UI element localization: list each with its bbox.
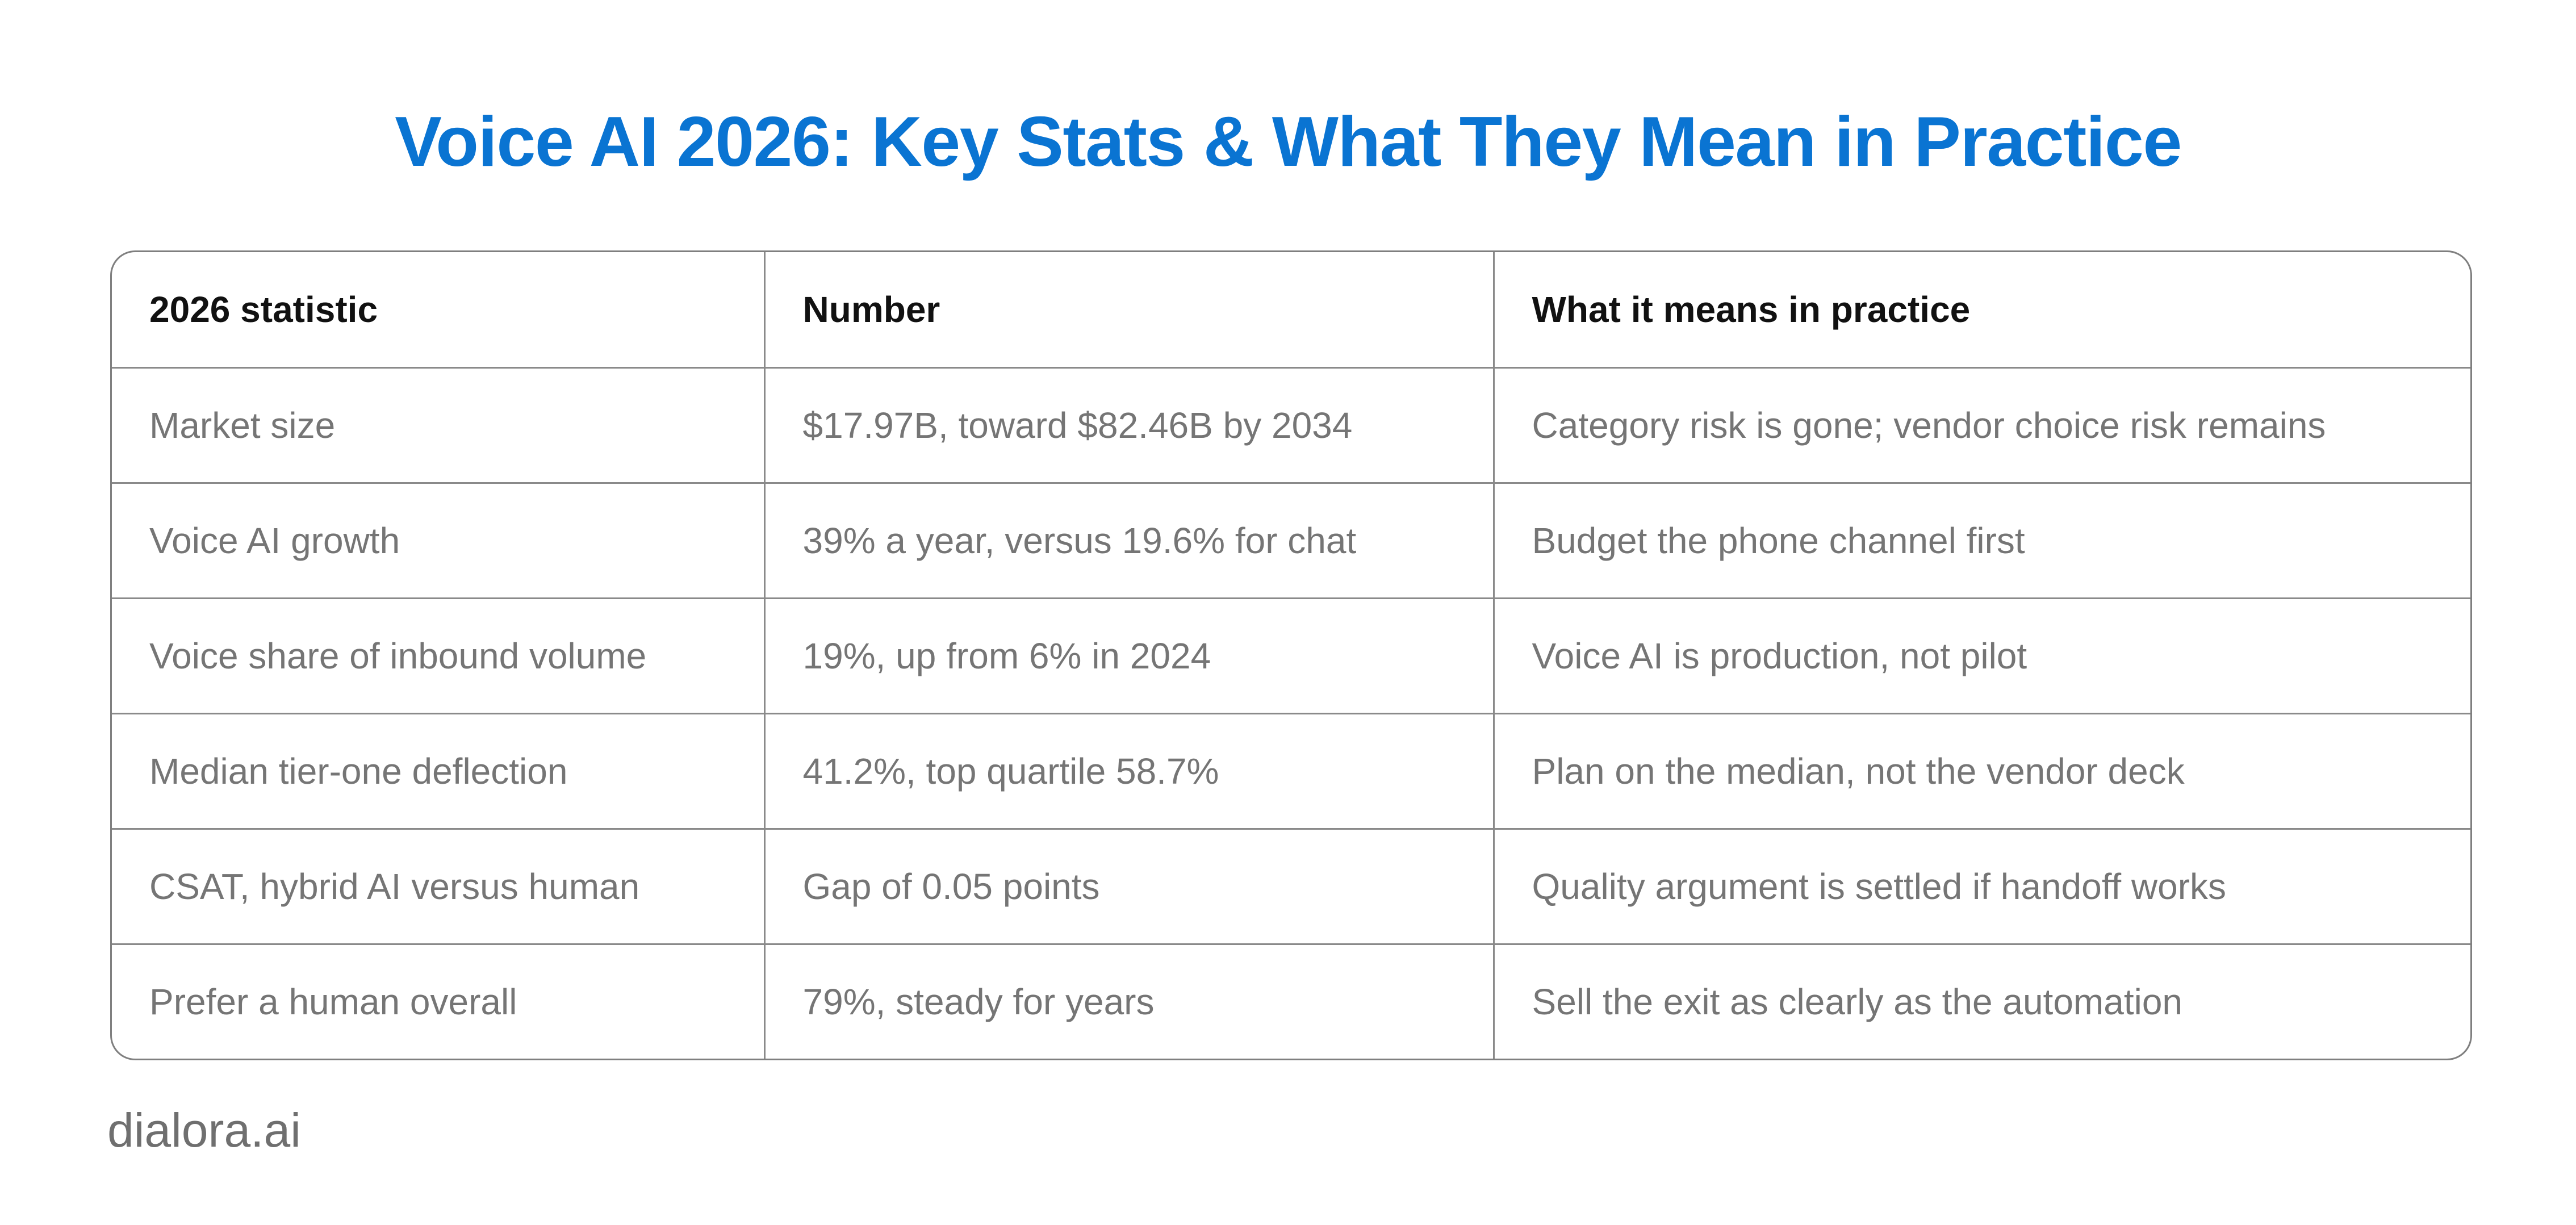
table-row: Voice share of inbound volume 19%, up fr… xyxy=(112,598,2470,714)
table-row: Voice AI growth 39% a year, versus 19.6%… xyxy=(112,483,2470,599)
number-cell: $17.97B, toward $82.46B by 2034 xyxy=(764,367,1495,484)
number-cell: 19%, up from 6% in 2024 xyxy=(764,598,1495,714)
table-row: Prefer a human overall 79%, steady for y… xyxy=(112,944,2470,1059)
meaning-cell: Plan on the median, not the vendor deck xyxy=(1494,713,2470,830)
table-row: Market size $17.97B, toward $82.46B by 2… xyxy=(112,367,2470,484)
table-header-row: 2026 statistic Number What it means in p… xyxy=(112,252,2470,369)
table-row: CSAT, hybrid AI versus human Gap of 0.05… xyxy=(112,829,2470,945)
number-cell: 39% a year, versus 19.6% for chat xyxy=(764,483,1495,599)
column-header-number: Number xyxy=(764,252,1495,369)
number-cell: 41.2%, top quartile 58.7% xyxy=(764,713,1495,830)
statistic-cell: CSAT, hybrid AI versus human xyxy=(112,829,766,945)
statistic-cell: Market size xyxy=(112,367,766,484)
meaning-cell: Budget the phone channel first xyxy=(1494,483,2470,599)
column-header-statistic: 2026 statistic xyxy=(112,252,766,369)
stats-table: 2026 statistic Number What it means in p… xyxy=(112,252,2470,1059)
column-header-meaning: What it means in practice xyxy=(1494,252,2470,369)
statistic-cell: Voice AI growth xyxy=(112,483,766,599)
number-cell: 79%, steady for years xyxy=(764,944,1495,1059)
number-cell: Gap of 0.05 points xyxy=(764,829,1495,945)
site-url: dialora.ai xyxy=(107,1103,301,1157)
statistic-cell: Prefer a human overall xyxy=(112,944,766,1059)
statistic-cell: Median tier-one deflection xyxy=(112,713,766,830)
meaning-cell: Sell the exit as clearly as the automati… xyxy=(1532,981,2183,1023)
stats-table-container: 2026 statistic Number What it means in p… xyxy=(110,250,2472,1060)
table-row: Median tier-one deflection 41.2%, top qu… xyxy=(112,713,2470,830)
page-title: Voice AI 2026: Key Stats & What They Mea… xyxy=(395,103,2182,181)
meaning-cell: Category risk is gone; vendor choice ris… xyxy=(1494,367,2470,484)
statistic-cell: Voice share of inbound volume xyxy=(112,598,766,714)
meaning-cell: Voice AI is production, not pilot xyxy=(1494,598,2470,714)
meaning-cell: Quality argument is settled if handoff w… xyxy=(1494,829,2470,945)
